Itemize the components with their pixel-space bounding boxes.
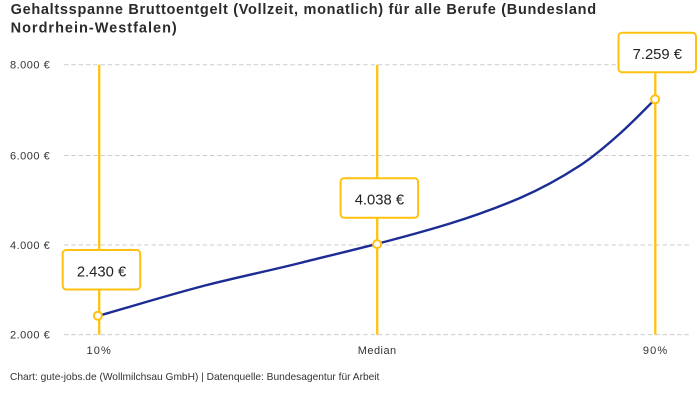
svg-text:7.259 €: 7.259 €	[633, 47, 683, 63]
svg-text:Median: Median	[358, 345, 397, 357]
svg-text:Gehaltsspanne Bruttoentgelt (V: Gehaltsspanne Bruttoentgelt (Vollzeit, m…	[11, 2, 597, 18]
svg-text:90%: 90%	[643, 345, 668, 357]
svg-text:6.000 €: 6.000 €	[10, 150, 50, 162]
svg-text:8.000 €: 8.000 €	[10, 60, 50, 72]
svg-text:4.038 €: 4.038 €	[355, 193, 405, 209]
svg-text:Chart: gute-jobs.de (Wollmilch: Chart: gute-jobs.de (Wollmilchsau GmbH) …	[10, 372, 380, 383]
svg-text:Nordrhein-Westfalen): Nordrhein-Westfalen)	[11, 21, 178, 37]
svg-text:2.430 €: 2.430 €	[77, 264, 127, 280]
svg-text:10%: 10%	[87, 345, 112, 357]
svg-text:4.000 €: 4.000 €	[10, 240, 50, 252]
svg-text:2.000 €: 2.000 €	[10, 329, 50, 341]
